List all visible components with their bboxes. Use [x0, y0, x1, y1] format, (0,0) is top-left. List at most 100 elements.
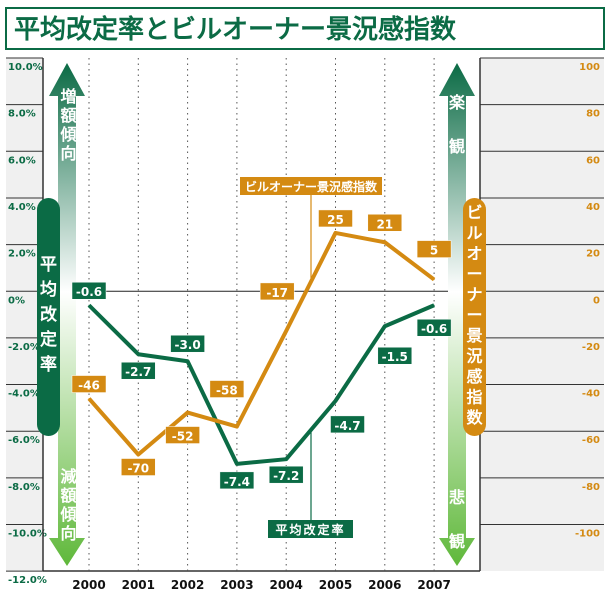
right-tick-label: -20 — [582, 342, 600, 353]
x-tick-label: 2003 — [220, 578, 253, 592]
data-label: -52 — [172, 430, 194, 444]
data-label-box — [121, 458, 156, 476]
left-tick-label: 4.0% — [8, 202, 36, 213]
right-tick-label: 80 — [586, 109, 600, 120]
data-point — [88, 398, 90, 400]
data-label-box — [330, 415, 365, 434]
data-label-box — [259, 282, 295, 301]
data-point — [335, 232, 336, 234]
right-tick-label: -60 — [582, 435, 600, 446]
right-axis-title: 感 — [466, 367, 482, 386]
data-label-box — [121, 361, 156, 380]
right-tick-label: -40 — [582, 389, 600, 400]
right-axis-title: 況 — [466, 347, 482, 366]
title-box — [5, 7, 605, 50]
data-label-box — [268, 465, 304, 484]
data-point — [285, 458, 287, 460]
data-label: -0.6 — [421, 322, 447, 336]
left-tick-label: 6.0% — [8, 155, 36, 166]
data-label-box — [377, 346, 413, 365]
data-label: 21 — [376, 217, 393, 231]
data-label-box — [71, 281, 107, 300]
x-tick-label: 2000 — [72, 578, 105, 592]
data-label: -7.2 — [273, 469, 299, 483]
x-tick-label: 2007 — [417, 578, 450, 592]
avg-revision-legend-label: 平均改定率 — [275, 522, 345, 537]
data-point — [187, 360, 189, 362]
right-axis-title: オ — [466, 244, 482, 263]
right-arrow-up-label: 楽 — [448, 93, 466, 112]
right-axis-title: ビ — [466, 203, 482, 222]
left-axis-panel — [6, 58, 43, 571]
x-tick-label: 2001 — [122, 578, 155, 592]
data-point — [137, 353, 139, 355]
data-point — [236, 463, 238, 465]
data-point — [285, 330, 287, 332]
left-tick-label: -12.0% — [8, 575, 47, 586]
data-label: -17 — [266, 286, 288, 300]
right-arrow-down-label: 悲 — [449, 488, 465, 507]
right-axis-title: 数 — [466, 408, 483, 427]
data-point — [236, 426, 238, 428]
data-label: -46 — [78, 379, 100, 393]
left-arrow-up-label: 増額傾向 — [58, 87, 78, 164]
data-label-box — [165, 426, 200, 444]
right-axis-title: 景 — [466, 326, 482, 345]
right-tick-label: 60 — [586, 155, 600, 166]
data-label-box — [416, 318, 452, 337]
left-tick-label: 0% — [8, 295, 25, 306]
owner-sentiment-legend-box — [240, 177, 382, 195]
x-tick-label: 2006 — [368, 578, 401, 592]
data-point — [335, 400, 336, 402]
data-label: 5 — [430, 244, 438, 258]
right-axis-title: ー — [466, 265, 482, 284]
data-point — [384, 241, 386, 243]
right-axis-title: 指 — [466, 388, 482, 407]
left-axis-title: 改 — [40, 304, 58, 325]
left-arrow-down-label: 減額傾向 — [58, 467, 78, 544]
right-axis-title: ル — [466, 224, 482, 243]
data-label: -1.5 — [382, 350, 408, 364]
data-label: 25 — [327, 213, 344, 227]
left-tick-label: -4.0% — [8, 389, 40, 400]
plot-area — [43, 58, 480, 571]
left-tick-label: -8.0% — [8, 482, 40, 493]
right-tick-label: 20 — [586, 249, 600, 260]
data-label-box — [416, 240, 452, 258]
left-tick-label: 10.0% — [8, 62, 43, 73]
data-label-box — [71, 375, 107, 393]
data-label: -7.4 — [224, 475, 250, 489]
data-label: -3.0 — [174, 338, 200, 352]
owner-sentiment-legend-label: ビルオーナー景況感指数 — [245, 179, 378, 194]
right-arrow-down-label: 観 — [449, 532, 465, 551]
chart-title: 平均改定率とビルオーナー景況感指数 — [14, 14, 457, 45]
data-label-box — [318, 209, 353, 228]
data-label-box — [170, 334, 205, 353]
x-tick-label: 2002 — [171, 578, 204, 592]
right-tick-label: 100 — [579, 62, 600, 73]
data-point — [384, 325, 386, 327]
right-arrow-up-label: 観 — [449, 137, 465, 156]
data-point — [137, 454, 139, 456]
data-label: -2.7 — [125, 365, 151, 379]
right-axis-panel — [480, 58, 604, 571]
data-point — [187, 412, 189, 414]
data-label: -4.7 — [334, 419, 360, 433]
right-tick-label: -80 — [582, 482, 600, 493]
data-label: -70 — [127, 462, 149, 476]
left-tick-label: 2.0% — [8, 249, 36, 260]
left-axis-title: 定 — [40, 329, 57, 350]
data-point — [433, 279, 435, 281]
left-axis-title: 均 — [40, 279, 57, 300]
left-axis-title: 平 — [40, 255, 57, 275]
data-point — [433, 304, 435, 306]
series-line-avg-revision-rate — [87, 303, 435, 466]
data-point — [88, 304, 90, 306]
data-label-box — [209, 380, 245, 398]
right-tick-label: 40 — [586, 202, 600, 213]
x-tick-label: 2004 — [269, 578, 302, 592]
data-label-box — [367, 214, 403, 232]
left-tick-label: -6.0% — [8, 435, 40, 446]
left-tick-label: -2.0% — [8, 342, 40, 353]
